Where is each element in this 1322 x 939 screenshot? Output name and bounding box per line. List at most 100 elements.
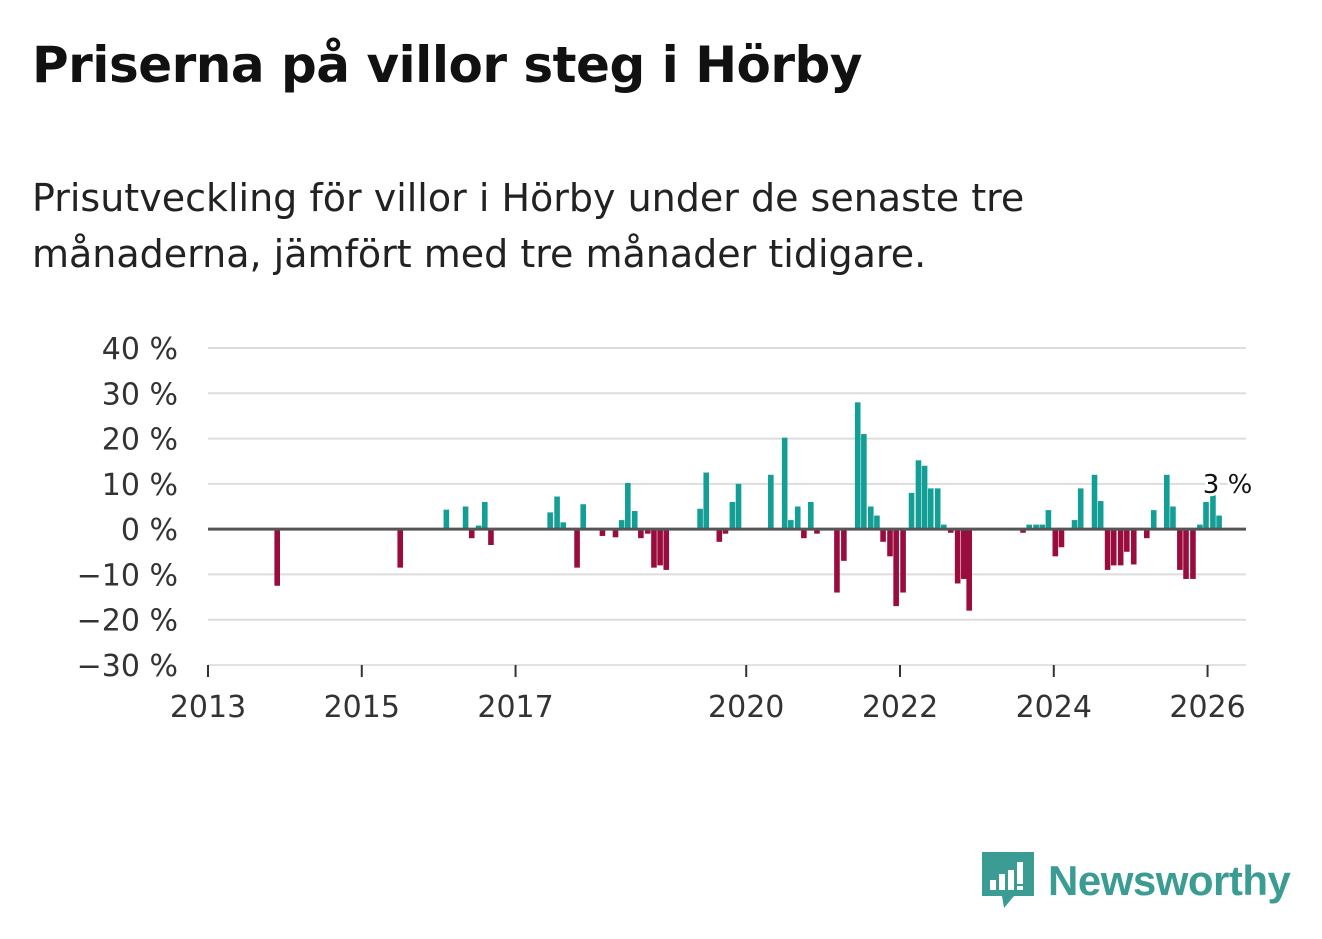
bar (703, 472, 710, 530)
x-tick-label: 2017 (477, 690, 553, 725)
bar (631, 511, 638, 530)
bar (941, 524, 947, 530)
bar (1033, 524, 1039, 530)
bar (1130, 529, 1137, 565)
bar (1026, 524, 1032, 530)
grid-lines (208, 347, 1246, 666)
bar (1117, 529, 1124, 566)
x-tick-label: 2024 (1016, 690, 1092, 725)
bar (547, 512, 553, 530)
bar (861, 434, 867, 530)
bar (1216, 515, 1222, 530)
x-tick-label: 2015 (324, 690, 400, 725)
chart-title: Priserna på villor steg i Hörby (32, 36, 862, 94)
bar (475, 525, 482, 530)
bar (900, 529, 906, 593)
bar (482, 501, 488, 530)
y-tick-label: 30 % (102, 377, 178, 412)
bar (854, 402, 861, 530)
bar (657, 529, 663, 566)
bar (1052, 529, 1059, 557)
bar (488, 529, 494, 545)
bar (618, 520, 625, 530)
bar (697, 508, 703, 530)
bar (915, 460, 922, 530)
tick-labels: 40 % 30 % 20 % 10 % 0 % −10 % −20 % −30 % 2013 20… (77, 332, 1256, 725)
bar (1190, 529, 1196, 579)
bar (1091, 474, 1098, 530)
bar (947, 529, 954, 533)
y-tick-label: −30 % (77, 649, 178, 684)
bar (874, 515, 880, 530)
bar (768, 474, 774, 530)
bar (966, 529, 972, 611)
bar (729, 501, 736, 530)
bar (468, 529, 475, 539)
bar (788, 520, 794, 530)
bar (908, 492, 915, 530)
bar (1183, 529, 1189, 579)
bar (927, 488, 934, 530)
bar (1097, 501, 1104, 530)
y-tick-label: 10 % (102, 468, 178, 503)
bar (1197, 524, 1203, 530)
bar (722, 529, 729, 534)
bar (716, 529, 723, 542)
newsworthy-logo-icon (982, 852, 1034, 908)
bar (663, 529, 670, 570)
bar (1071, 520, 1078, 530)
bar (1177, 529, 1183, 570)
bar (1058, 529, 1065, 548)
bar (638, 529, 644, 539)
bar (554, 496, 560, 530)
bar (599, 529, 606, 536)
x-tick-label: 2022 (862, 690, 938, 725)
bars (274, 402, 1222, 611)
bar (954, 529, 961, 584)
bar (934, 488, 941, 530)
bar (921, 465, 928, 530)
bar (612, 529, 619, 538)
bar (893, 529, 899, 607)
bar (1045, 510, 1052, 530)
bar (1170, 506, 1176, 530)
bar-chart: 40 % 30 % 20 % 10 % 0 % −10 % −20 % −30 % 2013 20… (77, 332, 1256, 725)
bar (1150, 510, 1157, 530)
latest-value-annotation: 3 % (1203, 470, 1253, 500)
bar (1110, 529, 1117, 566)
x-tick-label: 2013 (170, 690, 246, 725)
newsworthy-brand: Newsworthy (980, 850, 1291, 912)
bar (794, 506, 801, 530)
bar (841, 529, 847, 561)
bar (961, 529, 967, 579)
bar (880, 529, 886, 542)
bar (1164, 474, 1170, 530)
bar (651, 529, 657, 568)
bar (1104, 529, 1111, 570)
x-tick-label: 2020 (708, 690, 784, 725)
bar (1144, 529, 1150, 539)
bar (645, 529, 651, 534)
bar (887, 529, 893, 557)
x-tick-label: 2026 (1169, 690, 1245, 725)
bar (574, 529, 580, 568)
bar (462, 506, 469, 530)
bar (808, 501, 814, 530)
bar (560, 522, 567, 530)
bar (735, 483, 742, 530)
bar (580, 504, 587, 530)
axes (207, 527, 1246, 677)
brand-name: Newsworthy (1048, 857, 1291, 904)
bar (1203, 501, 1209, 530)
y-tick-label: 0 % (121, 513, 178, 548)
y-tick-label: −10 % (77, 558, 178, 593)
bar (443, 509, 450, 530)
bar (397, 529, 404, 568)
chart-subtitle: Prisutveckling för villor i Hörby under … (32, 176, 1025, 276)
y-tick-label: 20 % (102, 423, 178, 458)
bar (274, 529, 280, 586)
y-tick-label: −20 % (77, 604, 178, 639)
bar (625, 482, 631, 530)
y-tick-label: 40 % (102, 332, 178, 367)
bar (781, 437, 788, 530)
